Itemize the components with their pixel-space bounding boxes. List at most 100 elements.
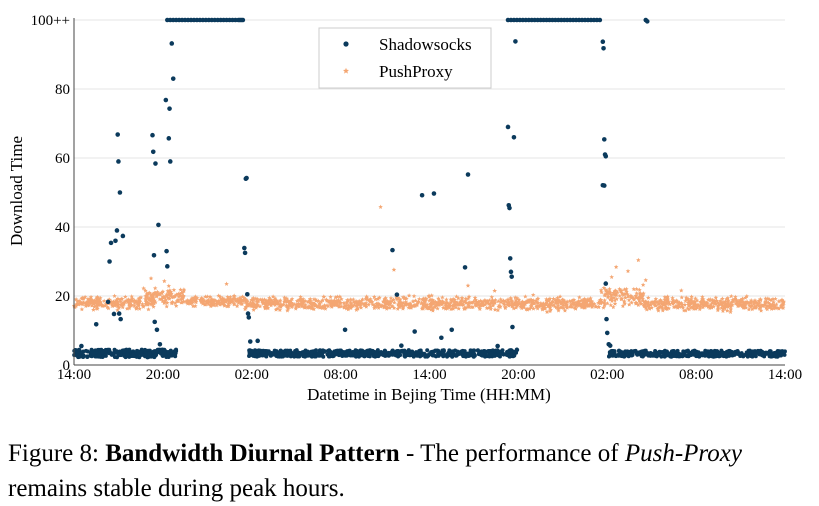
pushproxy-point	[459, 298, 465, 303]
pushproxy-point	[614, 296, 619, 301]
pushproxy-point	[561, 298, 567, 303]
pushproxy-point	[578, 301, 583, 307]
pushproxy-point	[399, 300, 405, 305]
pushproxy-point	[658, 304, 664, 310]
pushproxy-point	[763, 296, 768, 301]
shadowsocks-point	[462, 265, 468, 270]
pushproxy-point	[619, 296, 625, 301]
shadowsocks-point	[157, 342, 163, 347]
pushproxy-point	[596, 304, 602, 309]
pushproxy-point	[199, 295, 204, 301]
pushproxy-point	[226, 298, 232, 303]
pushproxy-point	[387, 301, 393, 306]
pushproxy-point	[174, 292, 179, 297]
x-tick-label: 08:00	[324, 367, 358, 383]
pushproxy-point	[168, 293, 173, 298]
pushproxy-point	[150, 293, 155, 298]
pushproxy-point	[529, 300, 534, 306]
shadowsocks-point	[130, 352, 136, 358]
pushproxy-point	[479, 299, 485, 304]
shadowsocks-point	[460, 348, 465, 353]
pushproxy-point	[683, 298, 688, 303]
pushproxy-point	[181, 293, 186, 298]
pushproxy-point	[136, 296, 142, 301]
pushproxy-point	[461, 302, 466, 308]
shadowsocks-point	[456, 350, 462, 356]
shadowsocks-point	[471, 352, 477, 357]
shadowsocks-point	[601, 137, 607, 142]
shadowsocks-point	[110, 351, 115, 357]
pushproxy-point	[735, 301, 740, 306]
pushproxy-point	[176, 298, 181, 304]
pushproxy-point	[415, 300, 421, 305]
shadowsocks-point	[154, 327, 160, 333]
pushproxy-point	[562, 303, 568, 308]
pushproxy-point	[374, 301, 380, 306]
pushproxy-point	[662, 302, 667, 307]
pushproxy-point	[353, 299, 358, 304]
shadowsocks-point	[242, 245, 247, 251]
pushproxy-point	[383, 299, 388, 304]
shadowsocks-point	[466, 353, 471, 358]
pushproxy-point	[420, 297, 425, 302]
pushproxy-point	[744, 299, 750, 304]
pushproxy-point	[572, 300, 578, 305]
pushproxy-point	[262, 304, 268, 309]
pushproxy-point	[776, 299, 782, 304]
pushproxy-point	[473, 297, 478, 302]
pushproxy-point	[187, 300, 192, 305]
shadowsocks-point	[373, 351, 379, 356]
shadowsocks-point	[355, 353, 360, 358]
pushproxy-point	[542, 305, 548, 310]
shadowsocks-point	[387, 352, 392, 357]
pushproxy-point	[625, 268, 631, 274]
pushproxy-point	[258, 297, 263, 302]
pushproxy-point	[199, 298, 204, 303]
pushproxy-point	[432, 304, 438, 309]
pushproxy-point	[265, 299, 271, 305]
pushproxy-point	[91, 307, 96, 312]
pushproxy-point	[574, 303, 579, 308]
pushproxy-point	[101, 298, 107, 303]
shadowsocks-point	[476, 352, 481, 357]
shadowsocks-point	[340, 354, 345, 359]
pushproxy-point	[734, 297, 739, 303]
shadowsocks-point	[105, 299, 111, 305]
pushproxy-point	[164, 300, 170, 305]
pushproxy-point	[612, 301, 618, 306]
pushproxy-point	[509, 304, 515, 309]
pushproxy-point	[562, 300, 567, 305]
pushproxy-point	[642, 303, 647, 309]
pushproxy-point	[663, 306, 668, 311]
pushproxy-point	[736, 298, 742, 304]
pushproxy-point	[540, 301, 546, 306]
pushproxy-point	[638, 291, 644, 296]
pushproxy-point	[422, 302, 427, 308]
pushproxy-point	[380, 303, 385, 308]
shadowsocks-point	[244, 175, 249, 181]
pushproxy-point	[487, 298, 492, 303]
pushproxy-point	[372, 305, 377, 311]
pushproxy-point	[277, 307, 283, 312]
pushproxy-point	[307, 300, 313, 305]
pushproxy-point	[170, 299, 175, 304]
pushproxy-point	[612, 298, 618, 303]
pushproxy-point	[95, 298, 100, 304]
shadowsocks-point	[686, 349, 691, 354]
pushproxy-point	[742, 300, 748, 305]
pushproxy-point	[598, 287, 604, 293]
pushproxy-point	[359, 301, 365, 306]
pushproxy-point	[724, 296, 729, 302]
pushproxy-point	[329, 303, 335, 308]
pushproxy-point	[103, 301, 109, 307]
shadowsocks-point	[93, 321, 99, 327]
shadowsocks-point	[111, 311, 117, 317]
pushproxy-point	[498, 299, 504, 305]
shadowsocks-point	[718, 353, 723, 358]
pushproxy-point	[643, 277, 648, 283]
pushproxy-point	[115, 307, 120, 313]
pushproxy-point	[738, 297, 743, 302]
shadowsocks-point	[639, 353, 644, 358]
shadowsocks-point	[732, 352, 737, 357]
pushproxy-point	[605, 301, 610, 306]
